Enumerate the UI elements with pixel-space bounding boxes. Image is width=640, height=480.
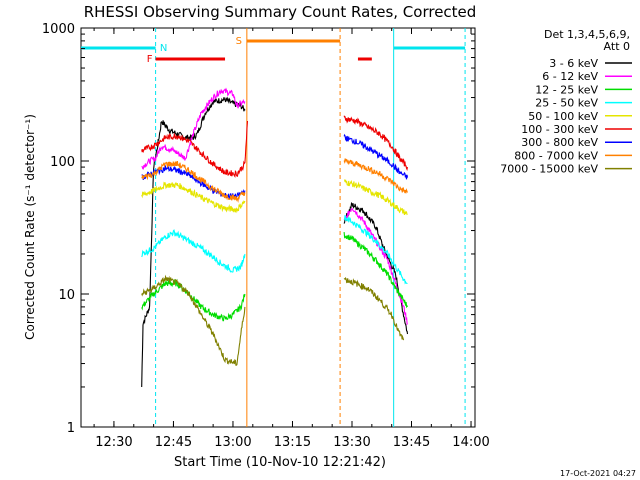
series-100-300-kev-segment-0 <box>141 120 249 178</box>
series-100-300-kev-segment-1 <box>343 115 409 172</box>
series-50-100-kev-segment-0 <box>141 181 246 214</box>
series-3-6-kev-segment-0 <box>141 96 246 388</box>
series-7000-15000-kev-segment-0 <box>141 274 246 366</box>
flag-layer: NF S <box>81 28 466 427</box>
legend-label-3-6-kev: 3 - 6 keV <box>549 57 598 70</box>
series-300-800-kev-segment-1 <box>343 133 409 180</box>
flag-f-label: F <box>147 54 153 65</box>
y-axis-label: Corrected Count Rate (s⁻¹ detector⁻¹) <box>23 114 37 340</box>
footer-timestamp: 17-Oct-2021 04:27 <box>560 469 636 478</box>
chart-title: RHESSI Observing Summary Count Rates, Co… <box>84 3 477 21</box>
series-25-50-kev-segment-1 <box>343 215 408 285</box>
legend-header-0: Det 1,3,4,5,6,9, <box>544 28 630 41</box>
series-7000-15000-kev-segment-1 <box>343 276 405 341</box>
legend-label-50-100-kev: 50 - 100 keV <box>528 110 598 123</box>
series-800-7000-kev-segment-0 <box>141 161 246 203</box>
axes-layer: 12:30 12:45 13:00 13:15 13:30 13:45 14:00 1 10 10… <box>42 22 490 450</box>
x-tick-label-14-00: 14:00 <box>452 435 489 450</box>
flag-n-label: N <box>160 43 167 54</box>
x-tick-label-12-45: 12:45 <box>155 435 192 450</box>
y-tick-label-1000: 1000 <box>42 22 75 37</box>
series-25-50-kev-segment-0 <box>141 229 246 273</box>
legend-label-100-300-kev: 100 - 300 keV <box>521 123 598 136</box>
flag-s-label: S <box>236 36 242 47</box>
x-tick-label-13-30: 13:30 <box>333 435 370 450</box>
legend-label-12-25-kev: 12 - 25 keV <box>535 83 598 96</box>
series-3-6-kev-segment-1 <box>343 201 409 335</box>
series-50-100-kev-segment-1 <box>344 179 408 216</box>
series-layer <box>141 87 409 388</box>
legend-label-800-7000-kev: 800 - 7000 keV <box>514 149 598 162</box>
x-tick-label-13-15: 13:15 <box>274 435 311 450</box>
x-tick-label-12-30: 12:30 <box>95 435 132 450</box>
x-tick-label-13-00: 13:00 <box>214 435 251 450</box>
x-axis-label: Start Time (10-Nov-10 12:21:42) <box>174 455 386 470</box>
series-6-12-kev-segment-0 <box>141 87 246 170</box>
legend-label-6-12-kev: 6 - 12 keV <box>542 70 598 83</box>
series-800-7000-kev-segment-1 <box>343 158 409 195</box>
y-tick-label-10: 10 <box>58 288 75 303</box>
y-tick-label-100: 100 <box>50 155 75 170</box>
y-tick-label-1: 1 <box>67 421 75 436</box>
series-12-25-kev-segment-1 <box>343 232 408 309</box>
legend-label-300-800-kev: 300 - 800 keV <box>521 136 598 149</box>
legend-label-7000-15000-kev: 7000 - 15000 keV <box>500 163 598 176</box>
plot-frame <box>80 27 476 428</box>
x-tick-label-13-45: 13:45 <box>393 435 430 450</box>
legend-header-1: Att 0 <box>604 40 630 53</box>
legend-label-25-50-kev: 25 - 50 keV <box>535 97 598 110</box>
